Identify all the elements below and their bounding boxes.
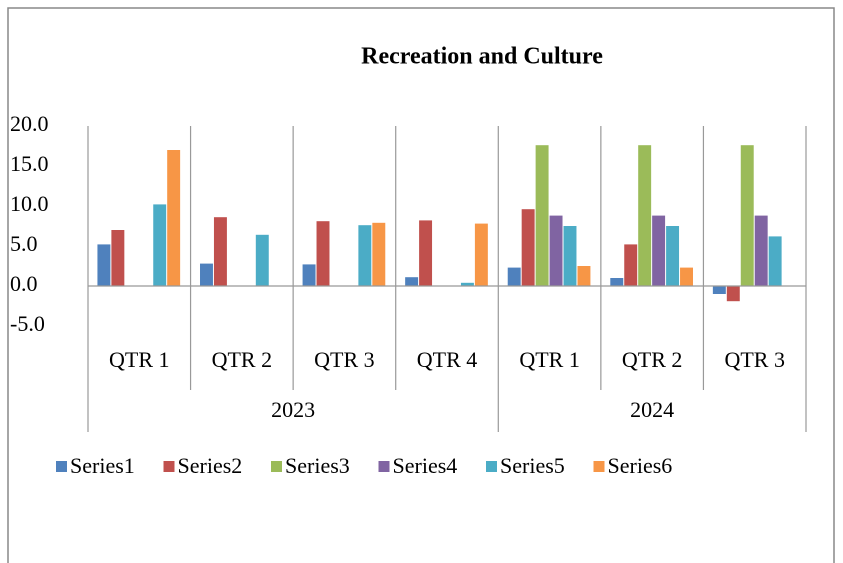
legend-label: Series1: [70, 453, 135, 478]
bar: [302, 264, 316, 286]
legend-swatch: [56, 461, 67, 472]
legend-swatch: [593, 461, 605, 472]
bar: [549, 215, 563, 286]
bar: [535, 145, 549, 286]
x-tick-label: QTR 2: [622, 347, 683, 372]
legend-label: Series3: [285, 453, 350, 478]
y-tick-label: 15.0: [10, 151, 49, 176]
chart-title: Recreation and Culture: [361, 44, 603, 70]
legend-label: Series6: [608, 453, 673, 478]
bar: [213, 217, 227, 286]
bar: [111, 230, 125, 286]
x-tick-label: QTR 4: [417, 347, 478, 372]
bar: [474, 223, 488, 286]
bar: [405, 277, 419, 286]
bar: [507, 267, 521, 286]
bar: [358, 225, 372, 286]
bar: [712, 286, 726, 294]
bar: [638, 145, 652, 286]
x-tick-label: QTR 3: [314, 347, 375, 372]
bar: [419, 220, 433, 286]
bar: [577, 266, 591, 286]
bar: [768, 236, 782, 286]
legend-swatch: [378, 461, 390, 472]
bar: [563, 226, 577, 286]
legend-swatch: [163, 461, 175, 472]
y-tick-label: 5.0: [10, 231, 38, 256]
bar: [754, 215, 768, 286]
bar: [680, 267, 693, 286]
legend-swatch: [486, 461, 497, 472]
x-tick-label: QTR 3: [724, 347, 785, 372]
bar: [521, 209, 535, 286]
bar: [255, 234, 269, 286]
bar: [153, 204, 167, 286]
group-label: 2024: [630, 397, 674, 422]
x-tick-label: QTR 1: [109, 347, 170, 372]
y-tick-label: -5.0: [10, 311, 45, 336]
y-tick-label: 0.0: [10, 271, 38, 296]
bar: [460, 282, 474, 286]
bar: [666, 226, 680, 286]
bar: [167, 150, 181, 286]
x-tick-label: QTR 1: [519, 347, 580, 372]
legend-label: Series2: [178, 453, 243, 478]
bar: [200, 263, 213, 286]
group-label: 2023: [271, 397, 315, 422]
legend-swatch: [271, 461, 282, 472]
bar: [316, 221, 330, 286]
bar: [610, 278, 624, 286]
bar: [97, 244, 111, 286]
chart-frame: [7, 7, 835, 563]
bar: [372, 222, 386, 286]
bar: [726, 286, 740, 302]
bar: [652, 215, 666, 286]
legend-label: Series4: [393, 453, 458, 478]
y-tick-label: 20.0: [10, 111, 49, 136]
bar: [740, 145, 754, 286]
y-tick-label: 10.0: [10, 191, 49, 216]
legend-label: Series5: [500, 453, 565, 478]
bar: [624, 244, 638, 286]
x-tick-label: QTR 2: [212, 347, 273, 372]
